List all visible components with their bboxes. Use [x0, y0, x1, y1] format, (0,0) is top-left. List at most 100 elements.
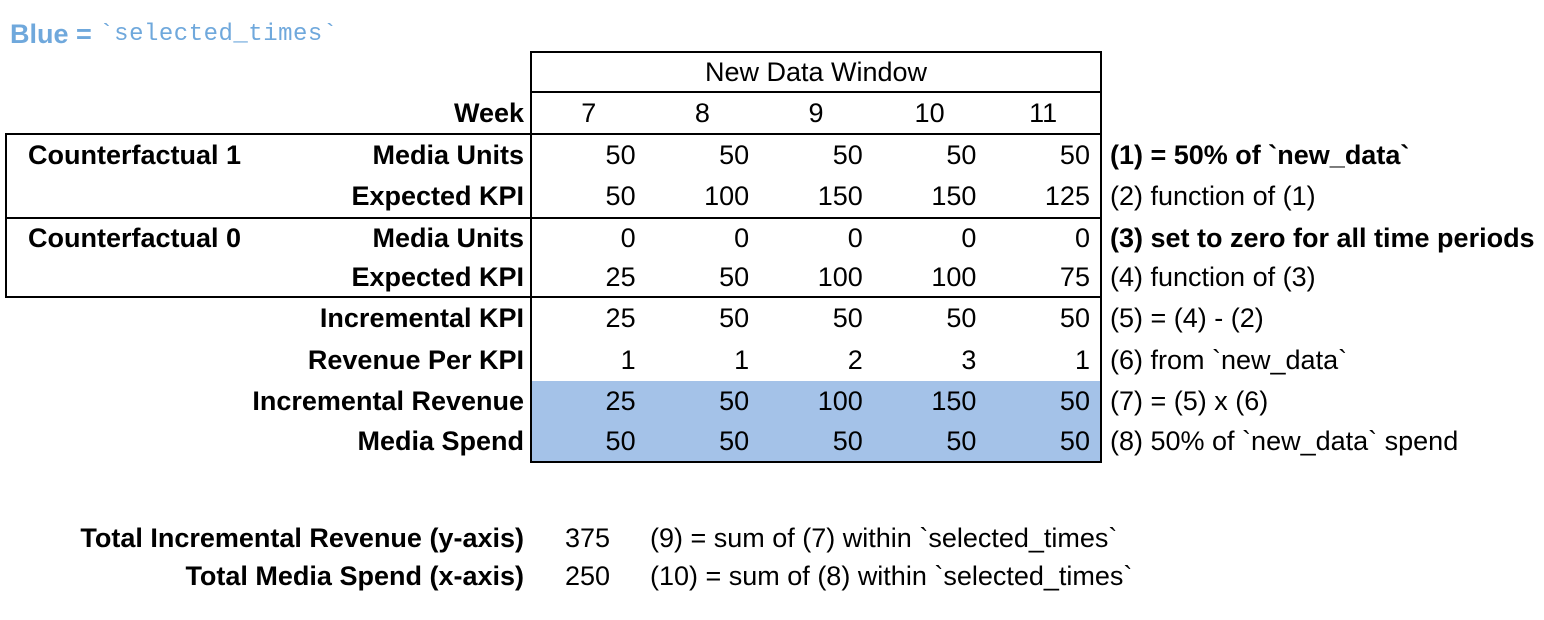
- cell-value: 50: [946, 425, 977, 456]
- cell-value: 50: [605, 140, 636, 170]
- counterfactual-box-left-border: [5, 133, 7, 298]
- cell-value: 125: [1044, 181, 1090, 211]
- cell-value: 50: [719, 303, 750, 333]
- total-value: 250: [565, 560, 611, 591]
- row-annotation: (2) function of (1): [1110, 181, 1316, 211]
- week-value: 9: [808, 97, 824, 128]
- cell-value: 50: [719, 140, 750, 170]
- cell-value: 1: [620, 344, 636, 375]
- cell-value: 50: [1059, 140, 1090, 170]
- cell-value: 25: [605, 261, 636, 292]
- table-left-border: [530, 51, 532, 463]
- divider-below-counterfactual-0: [5, 296, 1102, 298]
- row-cells: 50 50 50 50 50: [532, 135, 1100, 176]
- cell-value: 2: [847, 344, 863, 375]
- cell-value: 150: [817, 181, 863, 211]
- cell-value: 1: [734, 344, 750, 375]
- table-bottom-border: [530, 461, 1102, 463]
- row-cells-highlighted: 50 50 50 50 50: [532, 421, 1100, 461]
- cell-value: 50: [719, 425, 750, 456]
- selected-times-highlight: [532, 381, 1100, 461]
- cell-value: 100: [817, 261, 863, 292]
- row-cells: 50 100 150 150 125: [532, 176, 1100, 217]
- row-cells: 1 1 2 3 1: [532, 339, 1100, 381]
- table-row-revenue-per-kpi: Revenue Per KPI 1 1 2 3 1 (6) from `new_…: [0, 339, 1544, 381]
- table-right-border: [1100, 51, 1102, 463]
- row-annotation: (7) = (5) x (6): [1110, 385, 1269, 416]
- total-label: Total Incremental Revenue (y-axis): [80, 522, 524, 553]
- total-annotation: (9) = sum of (7) within `selected_times`: [650, 522, 1118, 553]
- row-annotation: (5) = (4) - (2): [1110, 303, 1264, 333]
- table-row-media-spend: Media Spend 50 50 50 50 50 (8) 50% of `n…: [0, 421, 1544, 461]
- row-cells: 25 50 50 50 50: [532, 298, 1100, 339]
- row-annotation: (1) = 50% of `new_data`: [1110, 140, 1410, 170]
- cell-value: 150: [931, 385, 977, 416]
- week-cells: 7 8 9 10 11: [532, 93, 1100, 133]
- row-label: Expected KPI: [351, 181, 524, 211]
- row-label: Media Spend: [357, 425, 524, 456]
- cell-value: 0: [961, 223, 977, 253]
- legend-note-code: `selected_times`: [99, 20, 338, 48]
- row-label: Revenue Per KPI: [307, 344, 524, 375]
- table-row-incremental-revenue: Incremental Revenue 25 50 100 150 50 (7)…: [0, 381, 1544, 421]
- row-cells: 0 0 0 0 0: [532, 219, 1100, 258]
- group-label-counterfactual-1: Counterfactual 1: [28, 140, 242, 170]
- row-label: Media Units: [372, 223, 524, 253]
- week-value: 10: [914, 97, 945, 128]
- cell-value: 50: [605, 181, 636, 211]
- header-box-top-border: [530, 51, 1102, 53]
- cell-value: 75: [1059, 261, 1090, 292]
- cell-value: 50: [832, 425, 863, 456]
- cell-value: 50: [605, 425, 636, 456]
- cell-value: 100: [704, 181, 750, 211]
- row-cells-highlighted: 25 50 100 150 50: [532, 381, 1100, 421]
- total-annotation: (10) = sum of (8) within `selected_times…: [650, 560, 1133, 591]
- week-row: Week 7 8 9 10 11: [0, 93, 1544, 133]
- divider-between-counterfactuals: [5, 217, 1102, 219]
- total-value: 375: [565, 522, 611, 553]
- cell-value: 100: [817, 385, 863, 416]
- cell-value: 1: [1074, 344, 1090, 375]
- table-row-expected-kpi-cf0: Expected KPI 25 50 100 100 75 (4) functi…: [0, 258, 1544, 296]
- row-annotation: (6) from `new_data`: [1110, 344, 1348, 375]
- legend-note-label: Blue =: [10, 18, 100, 49]
- cell-value: 100: [931, 261, 977, 292]
- week-row-label: Week: [453, 97, 524, 128]
- cell-value: 50: [946, 140, 977, 170]
- row-annotation: (8) 50% of `new_data` spend: [1110, 425, 1459, 456]
- cell-value: 25: [605, 385, 636, 416]
- row-annotation: (4) function of (3): [1110, 261, 1316, 292]
- total-label: Total Media Spend (x-axis): [185, 560, 524, 591]
- table-row-expected-kpi-cf1: Expected KPI 50 100 150 150 125 (2) func…: [0, 176, 1544, 217]
- row-cells: 25 50 100 100 75: [532, 258, 1100, 296]
- cell-value: 0: [620, 223, 636, 253]
- cell-value: 50: [946, 303, 977, 333]
- cell-value: 0: [847, 223, 863, 253]
- week-value: 7: [581, 97, 597, 128]
- cell-value: 0: [734, 223, 750, 253]
- table-row-media-units-cf0: Media Units 0 0 0 0 0 (3) set to zero fo…: [0, 219, 1544, 258]
- header-box-bottom-border: [530, 91, 1102, 93]
- cell-value: 50: [1059, 385, 1090, 416]
- row-annotation: (3) set to zero for all time periods: [1110, 223, 1535, 253]
- cell-value: 0: [1074, 223, 1090, 253]
- total-media-spend-row: Total Media Spend (x-axis) 250 (10) = su…: [0, 559, 1544, 593]
- cell-value: 50: [1059, 303, 1090, 333]
- week-value: 11: [1029, 97, 1058, 128]
- table-row-media-units-cf1: Media Units 50 50 50 50 50 (1) = 50% of …: [0, 135, 1544, 176]
- divider-below-week-row: [5, 133, 1102, 135]
- cell-value: 3: [961, 344, 977, 375]
- cell-value: 25: [605, 303, 636, 333]
- week-value: 8: [694, 97, 710, 128]
- row-label: Expected KPI: [351, 261, 524, 292]
- row-label: Incremental KPI: [319, 303, 524, 333]
- cell-value: 50: [832, 303, 863, 333]
- row-label: Incremental Revenue: [252, 385, 524, 416]
- total-incremental-revenue-row: Total Incremental Revenue (y-axis) 375 (…: [0, 521, 1544, 555]
- table-row-incremental-kpi: Incremental KPI 25 50 50 50 50 (5) = (4)…: [0, 298, 1544, 339]
- legend-note: Blue = `selected_times`: [10, 16, 338, 52]
- group-label-counterfactual-0: Counterfactual 0: [28, 223, 242, 253]
- row-label: Media Units: [372, 140, 524, 170]
- cell-value: 150: [931, 181, 977, 211]
